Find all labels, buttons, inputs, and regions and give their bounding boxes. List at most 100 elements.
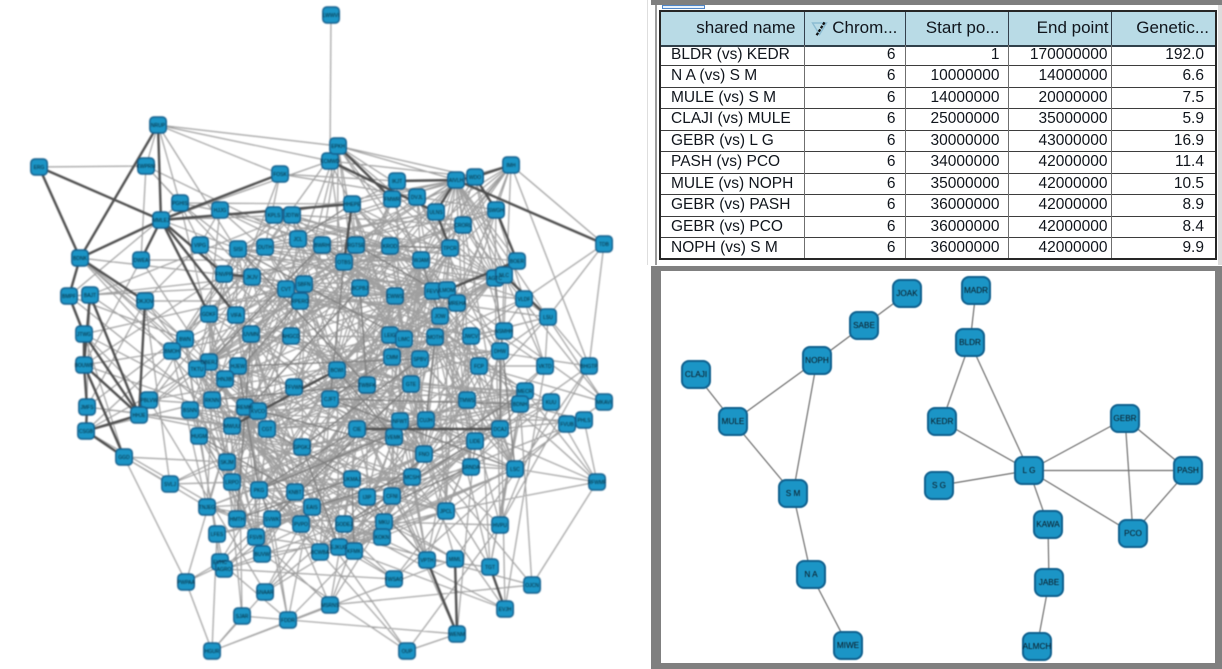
svg-text:LFES: LFES xyxy=(211,532,224,538)
svg-text:MECR: MECR xyxy=(518,389,533,395)
svg-text:IKJT: IKJT xyxy=(392,179,402,185)
svg-text:HHEPE: HHEPE xyxy=(343,202,361,208)
svg-text:VKTD: VKTD xyxy=(538,364,552,370)
svg-text:CJFT: CJFT xyxy=(324,397,336,403)
svg-text:KNBT: KNBT xyxy=(288,490,301,496)
svg-text:SNAAR: SNAAR xyxy=(256,590,274,596)
svg-text:HMTH: HMTH xyxy=(230,517,245,523)
svg-text:MADR: MADR xyxy=(964,286,988,295)
svg-text:BDNH: BDNH xyxy=(513,402,528,408)
svg-text:TDB: TDB xyxy=(599,242,610,248)
svg-text:AHGCD: AHGCD xyxy=(282,334,300,340)
svg-text:PASH: PASH xyxy=(1177,466,1199,475)
svg-text:TPCR: TPCR xyxy=(443,246,457,252)
svg-text:HNJIB: HNJIB xyxy=(218,377,233,383)
svg-text:BWN: BWN xyxy=(179,337,191,343)
svg-text:HVPU: HVPU xyxy=(493,523,507,529)
svg-text:NOPH: NOPH xyxy=(805,356,829,365)
svg-text:VPTH: VPTH xyxy=(420,558,434,564)
svg-text:BLDR: BLDR xyxy=(959,338,981,347)
svg-text:FCP: FCP xyxy=(474,364,485,370)
svg-text:EVJH: EVJH xyxy=(499,607,512,613)
svg-text:ULNS: ULNS xyxy=(429,210,443,216)
svg-text:EVHC: EVHC xyxy=(213,560,227,566)
svg-text:SRNDA: SRNDA xyxy=(462,465,480,471)
svg-text:TWBFK: TWBFK xyxy=(358,383,376,389)
svg-text:EAIS: EAIS xyxy=(306,505,318,511)
svg-text:SBFN: SBFN xyxy=(297,282,311,288)
svg-text:GPGKJ: GPGKJ xyxy=(294,445,311,451)
svg-text:GEBR: GEBR xyxy=(1113,414,1136,423)
svg-text:IJIP: IJIP xyxy=(363,495,372,501)
svg-text:PHLS: PHLS xyxy=(577,418,591,424)
svg-text:DVJL: DVJL xyxy=(411,195,423,201)
svg-text:S M: S M xyxy=(786,489,801,498)
svg-text:CLAJI: CLAJI xyxy=(685,370,707,379)
svg-text:UKMAJ: UKMAJ xyxy=(344,477,361,483)
svg-text:RFWMF: RFWMF xyxy=(588,480,607,486)
svg-text:MKAVI: MKAVI xyxy=(596,400,611,406)
svg-text:TFVWN: TFVWN xyxy=(285,385,303,391)
svg-text:LMOM: LMOM xyxy=(440,288,455,294)
svg-text:ERG: ERG xyxy=(34,165,45,171)
svg-text:CMM: CMM xyxy=(386,355,398,361)
svg-text:BCPBJ: BCPBJ xyxy=(352,286,369,292)
svg-text:NFWT: NFWT xyxy=(393,419,407,425)
svg-text:PCO: PCO xyxy=(1124,529,1142,538)
svg-text:KCMWD: KCMWD xyxy=(320,159,340,165)
svg-text:KFMK: KFMK xyxy=(347,549,362,555)
svg-text:FSVB: FSVB xyxy=(249,535,263,541)
svg-text:KEDR: KEDR xyxy=(931,417,954,426)
svg-text:JCL: JCL xyxy=(294,237,303,243)
svg-text:MOTH: MOTH xyxy=(428,335,443,341)
svg-text:WDO: WDO xyxy=(469,175,481,181)
svg-text:CWWS: CWWS xyxy=(387,294,404,300)
svg-text:CSGB: CSGB xyxy=(79,429,94,435)
svg-text:BMOH: BMOH xyxy=(165,349,180,355)
svg-text:LWWVI: LWWVI xyxy=(323,13,340,19)
svg-text:GGD: GGD xyxy=(118,455,130,461)
svg-text:SKJM: SKJM xyxy=(220,460,233,466)
svg-text:MKU: MKU xyxy=(378,520,390,526)
svg-text:LRPO: LRPO xyxy=(225,480,239,486)
svg-text:FOSK: FOSK xyxy=(273,172,287,178)
svg-text:JOW: JOW xyxy=(434,314,445,320)
svg-text:SISI: SISI xyxy=(233,247,242,253)
svg-text:KROD: KROD xyxy=(383,244,398,250)
svg-text:HJEW: HJEW xyxy=(231,364,245,370)
svg-text:N A: N A xyxy=(804,570,818,579)
svg-text:OTBS: OTBS xyxy=(337,260,351,266)
svg-text:BDNK: BDNK xyxy=(73,256,88,262)
svg-text:KPLS: KPLS xyxy=(268,213,281,219)
svg-text:BCWI: BCWI xyxy=(330,368,343,374)
svg-text:LEIG: LEIG xyxy=(384,333,396,339)
svg-text:MMLEJ: MMLEJ xyxy=(153,218,170,224)
svg-text:OJCN: OJCN xyxy=(525,583,539,589)
svg-text:KVCO: KVCO xyxy=(251,409,265,415)
svg-text:VIFA: VIFA xyxy=(231,313,243,319)
svg-text:OUP: OUP xyxy=(402,649,414,655)
svg-text:FMWR: FMWR xyxy=(384,197,400,203)
svg-text:BMPF: BMPF xyxy=(62,294,76,300)
svg-text:MIML: MIML xyxy=(449,557,462,563)
svg-text:TNJEG: TNJEG xyxy=(199,505,216,511)
svg-text:RPERO: RPERO xyxy=(291,299,309,305)
svg-text:EJKUG: EJKUG xyxy=(331,545,348,551)
svg-text:PWPAA: PWPAA xyxy=(177,580,195,586)
svg-text:CRORL: CRORL xyxy=(454,223,472,229)
svg-text:HUGM: HUGM xyxy=(191,434,206,440)
svg-text:BOUWB: BOUWB xyxy=(75,363,95,369)
svg-text:BSNN: BSNN xyxy=(183,408,197,414)
svg-text:RKNN: RKNN xyxy=(205,398,220,404)
svg-text:DUTH: DUTH xyxy=(258,245,272,251)
svg-text:PKG: PKG xyxy=(254,488,265,494)
svg-text:GDKF: GDKF xyxy=(202,312,216,318)
svg-text:SABE: SABE xyxy=(853,321,875,330)
svg-text:L G: L G xyxy=(1023,466,1036,475)
svg-text:AGRO: AGRO xyxy=(217,567,232,573)
svg-text:SVLJ: SVLJ xyxy=(164,482,176,488)
svg-text:RGTSE: RGTSE xyxy=(347,243,365,249)
svg-text:NRUP: NRUP xyxy=(151,123,166,129)
svg-text:FEVV: FEVV xyxy=(426,289,440,295)
svg-text:GTE: GTE xyxy=(406,382,417,388)
